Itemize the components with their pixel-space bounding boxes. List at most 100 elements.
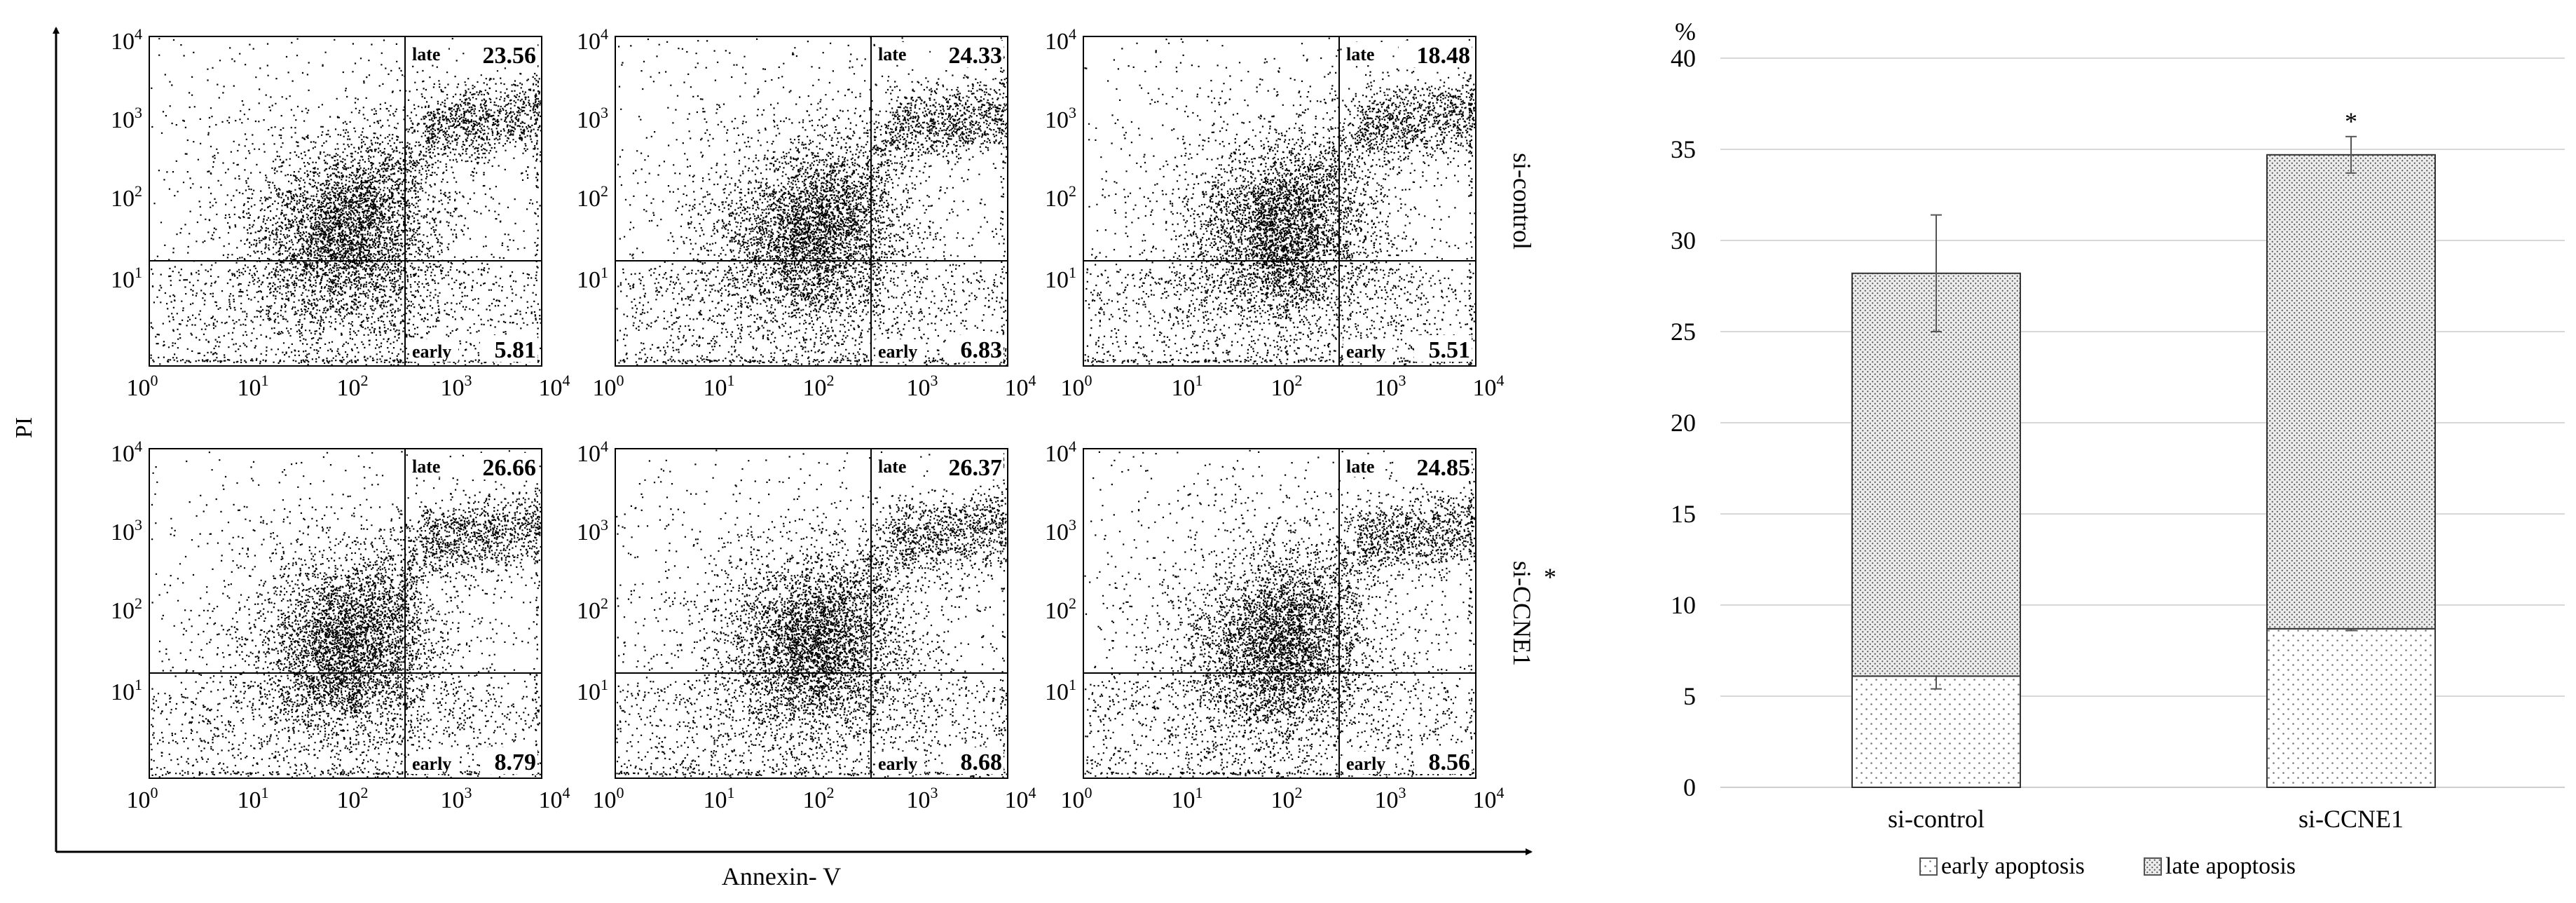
label-bg	[1343, 752, 1392, 774]
tick-base: 10	[577, 679, 601, 705]
tick-label-x: 102	[337, 784, 369, 813]
tick-exponent: 1	[727, 784, 735, 801]
panel-frame	[1083, 36, 1477, 367]
tick-base: 10	[441, 787, 465, 813]
early-label: early	[1346, 754, 1385, 774]
tick-label-x: 104	[1005, 784, 1036, 813]
tick-exponent: 0	[617, 372, 624, 389]
tick-exponent: 3	[601, 516, 608, 534]
tick-label-x: 100	[1061, 372, 1092, 401]
bar-group-si-control	[1851, 214, 2021, 789]
late-label: late	[412, 44, 440, 64]
y-tick-label: 10	[1671, 591, 1696, 619]
tick-label-y: 104	[1045, 437, 1076, 467]
tick-label-y: 103	[577, 516, 608, 545]
tick-label-x: 101	[238, 784, 269, 813]
tick-exponent: 3	[931, 372, 938, 389]
tick-base: 10	[1473, 375, 1497, 401]
label-bg	[409, 42, 448, 64]
tick-base: 10	[1005, 375, 1029, 401]
tick-base: 10	[111, 679, 135, 705]
tick-exponent: 4	[1497, 784, 1505, 801]
tick-label-y: 101	[577, 676, 608, 705]
late-value: 24.85	[1417, 455, 1471, 481]
bars: *	[1851, 107, 2436, 789]
y-axis-label: PI	[11, 417, 37, 438]
tick-exponent: 4	[601, 25, 608, 43]
tick-base: 10	[111, 29, 135, 55]
tick-base: 10	[337, 375, 361, 401]
tick-label-x: 103	[1375, 784, 1406, 813]
tick-exponent: 0	[1085, 784, 1092, 801]
tick-exponent: 3	[135, 104, 142, 121]
tick-exponent: 4	[601, 437, 608, 455]
y-tick-labels: 0 5 10 15 20 25 30 35 40	[1671, 44, 1696, 801]
tick-exponent: 0	[617, 784, 624, 801]
x-tick-labels: si-control si-CCNE1	[1888, 805, 2404, 833]
tick-exponent: 0	[151, 784, 158, 801]
tick-exponent: 4	[1069, 25, 1076, 43]
tick-label-y: 101	[577, 264, 608, 293]
early-value: 8.79	[495, 749, 537, 775]
tick-label-x: 102	[803, 372, 835, 401]
tick-label-x: 101	[238, 372, 269, 401]
tick-label-x: 102	[1271, 784, 1303, 813]
bar-segment-late-apoptosis	[2266, 154, 2436, 630]
tick-label-x: 101	[1172, 372, 1203, 401]
tick-base: 10	[803, 375, 827, 401]
early-value: 8.56	[1429, 749, 1471, 775]
bar-group-si-CCNE1: *	[2266, 107, 2436, 788]
tick-exponent: 2	[1069, 182, 1076, 200]
tick-base: 10	[577, 267, 601, 293]
early-label: early	[412, 754, 451, 774]
tick-label-x: 100	[593, 784, 624, 813]
tick-label-x: 101	[704, 372, 735, 401]
late-value: 18.48	[1417, 43, 1471, 69]
tick-exponent: 4	[563, 372, 570, 389]
legend-swatch	[2144, 857, 2162, 876]
tick-exponent: 2	[827, 784, 835, 801]
tick-label-y: 104	[1045, 25, 1076, 55]
tick-exponent: 3	[465, 784, 472, 801]
tick-exponent: 0	[151, 372, 158, 389]
tick-exponent: 1	[135, 264, 142, 281]
panel-frame	[149, 36, 542, 367]
scatter-dots	[1084, 449, 1476, 779]
tick-exponent: 0	[1085, 372, 1092, 389]
label-bg	[409, 339, 458, 362]
tick-exponent: 4	[1497, 372, 1505, 389]
tick-base: 10	[577, 598, 601, 624]
tick-label-x: 103	[441, 372, 472, 401]
tick-label-x: 100	[593, 372, 624, 401]
x-tick-label: si-control	[1888, 805, 1985, 833]
tick-exponent: 3	[135, 516, 142, 534]
tick-base: 10	[1061, 375, 1085, 401]
late-label: late	[1346, 456, 1374, 477]
tick-exponent: 2	[601, 595, 608, 612]
tick-exponent: 3	[1399, 372, 1406, 389]
value-bg	[1399, 453, 1472, 480]
tick-base: 10	[1045, 29, 1069, 55]
tick-label-y: 102	[1045, 595, 1076, 624]
tick-base: 10	[111, 520, 135, 545]
label-bg	[875, 454, 914, 477]
tick-label-x: 103	[1375, 372, 1406, 401]
tick-exponent: 1	[727, 372, 735, 389]
value-bg	[931, 41, 1003, 67]
tick-label-y: 102	[111, 595, 142, 624]
tick-base: 10	[1271, 787, 1295, 813]
label-bg	[875, 339, 924, 362]
tick-exponent: 2	[361, 372, 369, 389]
tick-base: 10	[111, 441, 135, 467]
panel-frame	[615, 448, 1008, 779]
tick-exponent: 1	[1069, 264, 1076, 281]
tick-base: 10	[1045, 598, 1069, 624]
tick-label-x: 103	[907, 784, 938, 813]
tick-base: 10	[1045, 679, 1069, 705]
tick-base: 10	[1045, 107, 1069, 133]
value-bg	[465, 41, 537, 67]
y-tick-label: 5	[1683, 682, 1696, 710]
tick-label-y: 101	[111, 264, 142, 293]
x-tick-label: si-CCNE1	[2298, 805, 2404, 833]
